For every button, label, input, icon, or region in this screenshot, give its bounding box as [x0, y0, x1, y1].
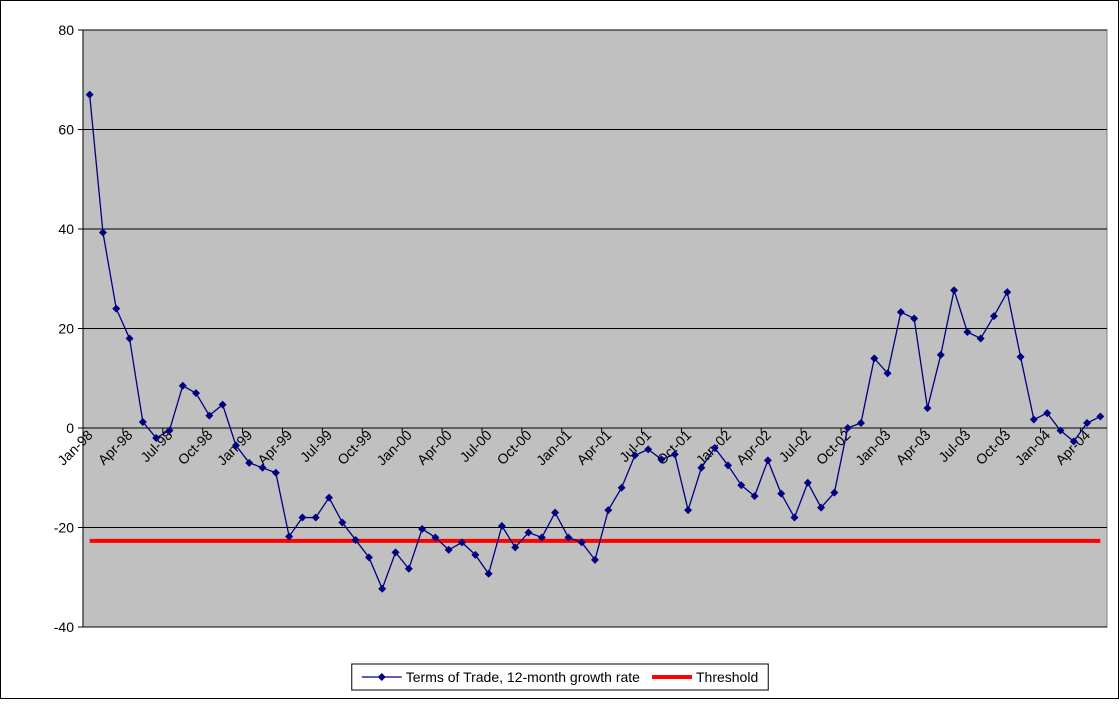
- data-point: [710, 443, 719, 452]
- data-point: [630, 451, 639, 460]
- data-point: [883, 369, 892, 378]
- data-point: [152, 433, 161, 442]
- data-point: [551, 508, 560, 517]
- data-point: [644, 445, 653, 454]
- data-point: [285, 532, 294, 541]
- data-point: [1069, 437, 1078, 446]
- data-point: [271, 468, 280, 477]
- data-point: [843, 424, 852, 432]
- data-point: [192, 389, 201, 398]
- data-point: [98, 228, 107, 237]
- data-point: [950, 286, 959, 295]
- data-point: [1003, 288, 1012, 297]
- y-tick-label: -20: [54, 520, 74, 536]
- data-point: [378, 584, 387, 593]
- data-point: [723, 461, 732, 470]
- data-point: [750, 492, 759, 501]
- data-point: [125, 334, 134, 343]
- data-point: [138, 418, 147, 427]
- legend-marker: [377, 673, 386, 681]
- data-point: [218, 400, 227, 409]
- legend-label: Terms of Trade, 12-month growth rate: [406, 669, 640, 685]
- data-point: [989, 312, 998, 321]
- data-point: [364, 553, 373, 562]
- data-point: [1016, 352, 1025, 361]
- data-point: [577, 538, 586, 547]
- data-point: [458, 538, 467, 547]
- data-point: [870, 354, 879, 363]
- y-tick-label: 20: [58, 321, 74, 337]
- data-point: [231, 441, 240, 450]
- data-point: [817, 503, 826, 512]
- data-point: [697, 463, 706, 472]
- data-point: [471, 550, 480, 559]
- data-point: [1056, 426, 1065, 435]
- y-tick-label: 60: [58, 122, 74, 138]
- data-point: [976, 334, 985, 343]
- data-point: [325, 493, 334, 502]
- data-point: [258, 463, 267, 472]
- data-point: [684, 506, 693, 515]
- data-point: [936, 350, 945, 359]
- data-point: [830, 488, 839, 497]
- data-point: [511, 543, 520, 552]
- data-point: [165, 426, 174, 435]
- data-point: [524, 528, 533, 537]
- data-point: [431, 533, 440, 542]
- data-point: [351, 535, 360, 544]
- data-point: [484, 569, 493, 578]
- data-point: [657, 455, 666, 464]
- data-point: [963, 327, 972, 336]
- y-tick-label: 80: [58, 22, 74, 38]
- data-point: [910, 314, 919, 323]
- data-point: [298, 513, 307, 522]
- data-point: [670, 450, 679, 459]
- data-point: [537, 533, 546, 542]
- data-point: [1096, 412, 1105, 421]
- data-point: [1029, 415, 1038, 424]
- data-point: [245, 458, 254, 467]
- data-point: [1083, 419, 1092, 428]
- data-point: [311, 513, 320, 522]
- data-point: [790, 513, 799, 522]
- data-point: [1043, 409, 1052, 418]
- data-point: [923, 404, 932, 413]
- data-point: [777, 489, 786, 498]
- legend: Terms of Trade, 12-month growth rate Thre…: [351, 663, 769, 691]
- legend-box: [351, 663, 769, 691]
- legend-label: Threshold: [696, 669, 758, 685]
- data-point: [564, 533, 573, 542]
- data-point: [178, 381, 187, 390]
- y-tick-label: 0: [66, 420, 74, 436]
- data-point: [418, 524, 427, 533]
- data-point: [85, 90, 94, 99]
- data-point: [617, 483, 626, 492]
- data-point: [896, 308, 905, 317]
- data-point: [604, 506, 613, 515]
- y-tick-label: -40: [54, 619, 74, 635]
- data-point: [591, 555, 599, 564]
- data-point: [338, 518, 347, 527]
- data-point: [856, 419, 865, 428]
- data-point: [391, 548, 400, 557]
- data-point: [763, 456, 772, 465]
- data-point: [737, 481, 746, 490]
- data-point: [444, 545, 453, 554]
- data-point: [112, 304, 121, 313]
- data-point: [205, 411, 214, 420]
- data-point: [803, 478, 812, 487]
- y-tick-label: 40: [58, 221, 74, 237]
- data-point: [404, 564, 413, 573]
- data-point: [497, 522, 506, 531]
